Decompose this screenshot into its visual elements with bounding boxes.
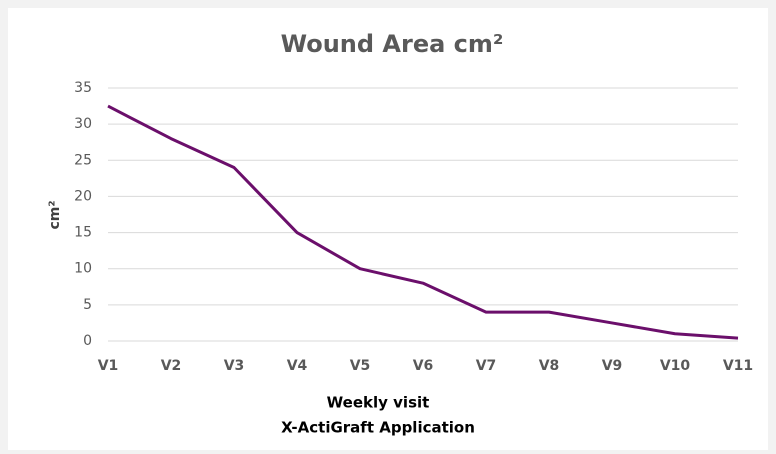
- y-tick-label: 30: [74, 116, 92, 132]
- x-tick-label: V4: [287, 358, 308, 374]
- y-tick-label: 10: [74, 261, 92, 277]
- y-tick-label: 25: [74, 152, 92, 168]
- x-tick-label: V1: [98, 358, 119, 374]
- x-tick-label: V3: [224, 358, 245, 374]
- y-tick-label: 20: [74, 188, 92, 204]
- x-tick-label: V11: [723, 358, 753, 374]
- x-axis-label: Weekly visit: [327, 394, 430, 412]
- x-tick-label: V9: [602, 358, 623, 374]
- x-tick-label: V6: [413, 358, 434, 374]
- line-series: [107, 104, 739, 340]
- y-tick-label: 5: [83, 297, 92, 313]
- y-axis-label: cm²: [47, 200, 63, 229]
- y-tick-label: 35: [74, 80, 92, 96]
- x-tick-label: V8: [539, 358, 560, 374]
- x-axis-label: X-ActiGraft Application: [281, 419, 475, 437]
- y-tick-label: 15: [74, 225, 92, 241]
- x-tick-label: V7: [476, 358, 497, 374]
- chart-background: [8, 8, 768, 450]
- y-tick-label: 0: [83, 333, 92, 349]
- x-tick-label: V10: [660, 358, 691, 374]
- x-tick-label: V2: [161, 358, 182, 374]
- chart-title: Wound Area cm²: [281, 30, 504, 58]
- x-tick-label: V5: [350, 358, 371, 374]
